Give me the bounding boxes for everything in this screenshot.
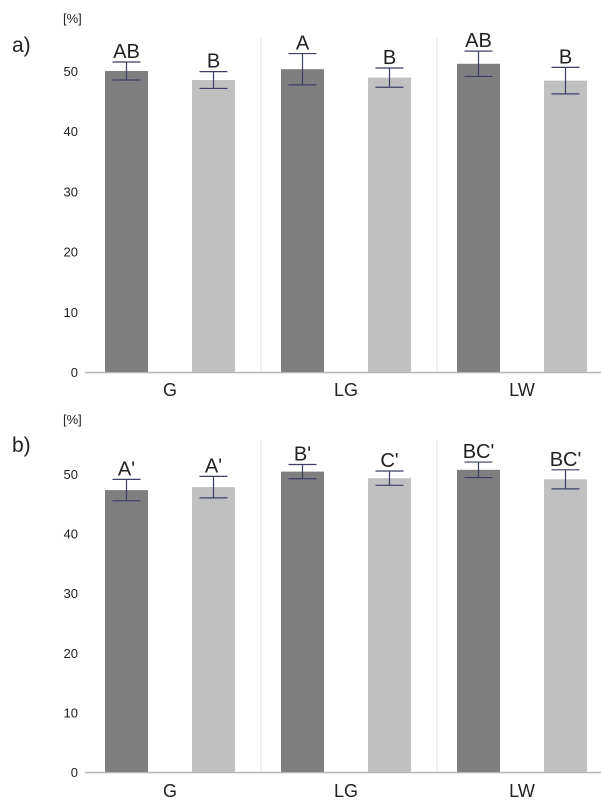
significance-label: B — [207, 51, 220, 73]
x-tick-label: G — [163, 380, 177, 400]
chart-panel-a: a) [%] 0 10 20 30 40 50 AB A AB B B B G LG LW — [12, 11, 601, 400]
y-tick-label: 10 — [64, 305, 78, 320]
significance-label: AB — [465, 30, 492, 52]
y-tick-label: 40 — [64, 527, 78, 542]
bar — [544, 479, 587, 772]
significance-label: B — [383, 47, 396, 69]
bar — [281, 69, 324, 372]
x-tick-label: G — [163, 781, 177, 801]
bar — [457, 469, 500, 772]
panel-label: b) — [12, 434, 31, 457]
bar — [368, 77, 411, 372]
significance-label: A' — [205, 455, 222, 477]
y-tick-label: 10 — [64, 705, 78, 720]
bar — [368, 478, 411, 772]
y-axis-label: [%] — [63, 11, 82, 26]
x-tick-label: LW — [509, 781, 535, 801]
bar — [192, 80, 235, 372]
bar — [457, 63, 500, 372]
significance-label: C' — [380, 450, 398, 472]
y-tick-label: 0 — [71, 365, 78, 380]
x-tick-label: LW — [509, 380, 535, 400]
significance-label: B' — [294, 443, 311, 465]
y-tick-label: 30 — [64, 184, 78, 199]
significance-label: A' — [118, 458, 135, 480]
x-tick-label: LG — [334, 781, 358, 801]
bar — [105, 490, 148, 772]
chart-panel-b: b) [%] 0 10 20 30 40 50 A' B' BC' A' C' BC' G LG LW — [12, 412, 601, 801]
bar — [281, 471, 324, 772]
bar — [192, 487, 235, 772]
significance-label: A — [296, 33, 310, 55]
bar — [105, 71, 148, 372]
y-tick-label: 20 — [64, 245, 78, 260]
y-axis-label: [%] — [63, 412, 82, 427]
panel-label: a) — [12, 34, 31, 57]
significance-label: BC' — [550, 449, 582, 471]
significance-label: AB — [113, 41, 140, 63]
significance-label: BC' — [463, 441, 495, 463]
y-tick-label: 50 — [64, 467, 78, 482]
significance-label: B — [559, 46, 572, 68]
y-tick-label: 50 — [64, 64, 78, 79]
y-tick-label: 40 — [64, 124, 78, 139]
y-tick-label: 0 — [71, 765, 78, 780]
y-tick-label: 20 — [64, 646, 78, 661]
x-tick-label: LG — [334, 380, 358, 400]
y-tick-label: 30 — [64, 586, 78, 601]
bar — [544, 80, 587, 372]
